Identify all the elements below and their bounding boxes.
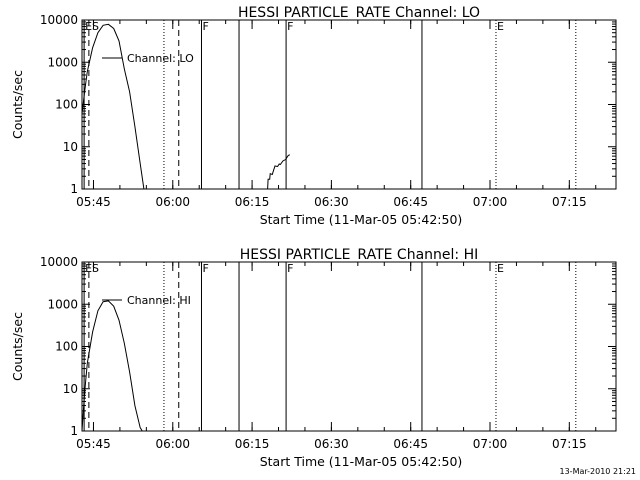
x-tick-label: 06:30 (314, 437, 349, 451)
legend-label: Channel: LO (127, 52, 194, 65)
y-tick-label: 1000 (47, 297, 78, 311)
x-tick-label: 06:00 (155, 195, 190, 209)
x-tick-label: 06:00 (155, 437, 190, 451)
x-tick-label: 06:45 (393, 195, 428, 209)
y-tick-label: 100 (55, 340, 78, 354)
chart-title: HESSI PARTICLE_RATE Channel: LO (238, 5, 480, 21)
flag-label: ES (85, 262, 99, 275)
y-tick-label: 10 (63, 140, 78, 154)
plot-frame (81, 19, 617, 190)
y-axis-label: Counts/sec (10, 312, 25, 381)
hi-channel-plot: HESSI PARTICLE_RATE Channel: HI 1 10 100 100… (10, 247, 617, 469)
x-tick-label: 06:30 (314, 195, 349, 209)
x-tick-label: 07:00 (473, 437, 508, 451)
flag-label: F (202, 262, 208, 275)
chart-title: HESSI PARTICLE_RATE Channel: HI (240, 247, 478, 263)
x-axis-label: Start Time (11-Mar-05 05:42:50) (260, 454, 463, 469)
x-axis-label: Start Time (11-Mar-05 05:42:50) (260, 212, 463, 227)
y-tick-label: 10 (63, 382, 78, 396)
y-tick-label: 10000 (40, 13, 78, 27)
flag-label: ES (85, 20, 99, 33)
data-series-line (82, 300, 143, 431)
legend-label: Channel: HI (127, 294, 191, 307)
x-tick-label: 05:45 (76, 437, 111, 451)
y-tick-label: 1 (70, 182, 78, 196)
flag-label: E (497, 262, 504, 275)
x-tick-label: 07:15 (552, 195, 587, 209)
x-tick-label: 05:45 (76, 195, 111, 209)
plot-frame (81, 261, 617, 432)
x-tick-label: 06:15 (235, 437, 270, 451)
flag-label: F (287, 20, 293, 33)
x-tick-label: 06:15 (235, 195, 270, 209)
x-tick-label: 07:00 (473, 195, 508, 209)
flag-label: F (202, 20, 208, 33)
flag-label: E (497, 20, 504, 33)
flag-label: F (287, 262, 293, 275)
x-tick-label: 07:15 (552, 437, 587, 451)
y-tick-label: 100 (55, 98, 78, 112)
plot-timestamp: 13-Mar-2010 21:21 (560, 467, 637, 476)
data-series-line (82, 23, 145, 189)
y-tick-label: 10000 (40, 255, 78, 269)
lo-channel-plot: HESSI PARTICLE_RATE Channel: LO 1 10 100 100… (10, 5, 617, 227)
y-axis-label: Counts/sec (10, 70, 25, 139)
data-series-line (267, 154, 291, 189)
y-tick-label: 1 (70, 424, 78, 438)
x-tick-label: 06:45 (393, 437, 428, 451)
y-tick-label: 1000 (47, 55, 78, 69)
